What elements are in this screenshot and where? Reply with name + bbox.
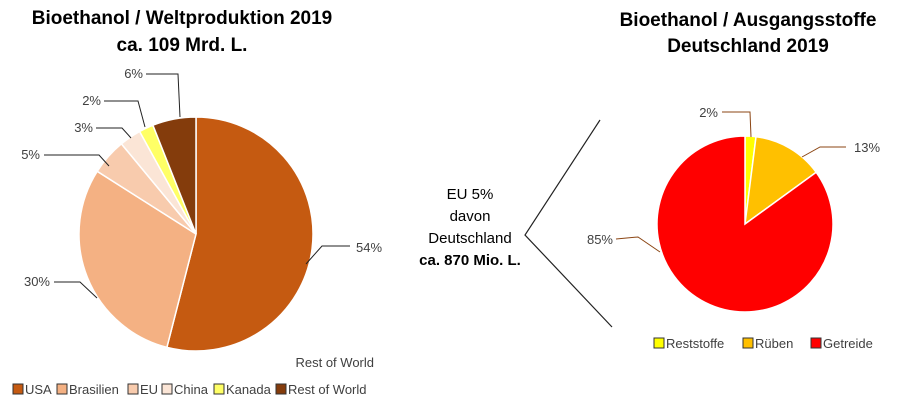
left-data-label: 3% [74, 120, 93, 135]
right-leader-line [722, 111, 752, 138]
left-legend-label: Kanada [226, 382, 272, 397]
left-legend-swatch [56, 383, 68, 395]
right-legend-label: Getreide [823, 336, 873, 351]
right-slice-getreide [656, 135, 834, 313]
left-legend-swatch [127, 383, 139, 395]
left-leader-line [104, 100, 146, 128]
left-legend-swatch [213, 383, 225, 395]
annotation-line3: Deutschland [428, 230, 511, 247]
left-leader-line [54, 281, 98, 299]
right-legend-swatch [653, 337, 665, 349]
left-legend-swatch [12, 383, 24, 395]
left-slice-rest-of-world [151, 116, 197, 235]
left-slice-brasilien [78, 170, 197, 349]
left-legend-label: Brasilien [69, 382, 119, 397]
left-slice-usa [165, 116, 314, 352]
annotation-line2: davon [450, 208, 491, 225]
right-data-label: 85% [587, 232, 613, 247]
left-data-label: 6% [124, 66, 143, 81]
right-data-label: 2% [699, 105, 718, 120]
right-title-line1: Bioethanol / Ausgangsstoffe [620, 10, 877, 31]
left-legend-label: USA [25, 382, 52, 397]
right-title-line2: Deutschland 2019 [667, 36, 829, 57]
left-legend-label: EU [140, 382, 158, 397]
left-data-label: 54% [356, 240, 382, 255]
bracket-line [524, 119, 613, 328]
left-leader-line [305, 245, 350, 265]
left-legend-label: China [174, 382, 209, 397]
annotation-line4: ca. 870 Mio. L. [419, 252, 521, 269]
annotation-line1: EU 5% [447, 186, 494, 203]
left-leader-line [146, 73, 181, 118]
left-title-line2: ca. 109 Mrd. L. [117, 35, 248, 56]
left-leader-line [44, 154, 110, 167]
right-data-label: 13% [854, 140, 880, 155]
right-legend-label: Rüben [755, 336, 793, 351]
left-leader-line [96, 127, 132, 139]
left-data-label: 2% [82, 93, 101, 108]
left-legend-swatch [275, 383, 287, 395]
right-legend-swatch [742, 337, 754, 349]
right-leader-line [801, 146, 846, 158]
left-legend-swatch [161, 383, 173, 395]
left-data-label: 5% [21, 147, 40, 162]
right-slice-rüben [744, 135, 818, 226]
right-legend-label: Reststoffe [666, 336, 724, 351]
left-extra-label: Rest of World [295, 355, 374, 370]
right-leader-line [615, 236, 661, 253]
left-title-line1: Bioethanol / Weltproduktion 2019 [32, 8, 333, 29]
right-legend-swatch [810, 337, 822, 349]
left-data-label: 30% [24, 274, 50, 289]
left-legend-label: Rest of World [288, 382, 367, 397]
